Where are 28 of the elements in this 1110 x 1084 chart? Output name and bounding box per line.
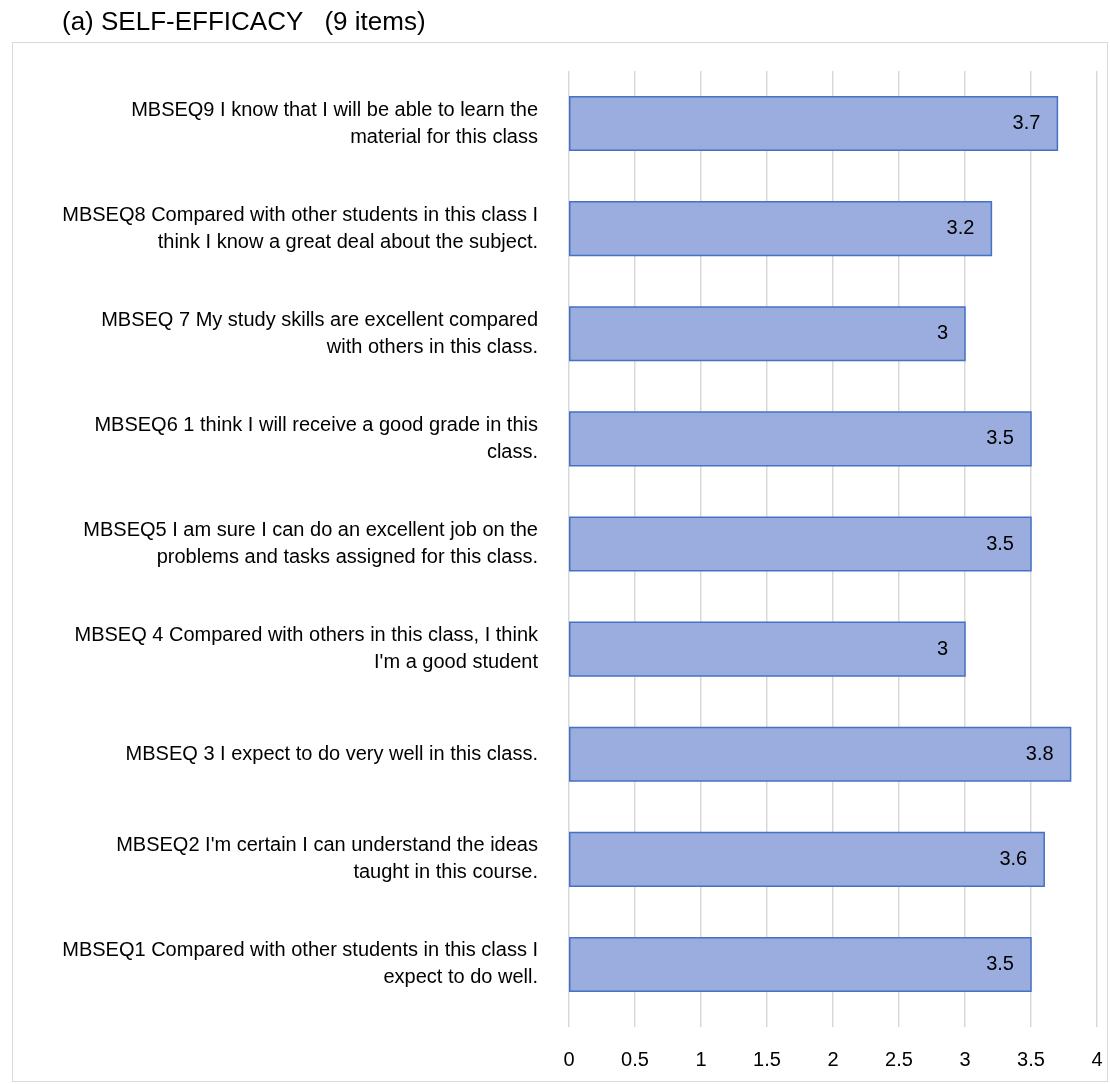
x-tick-label: 2.5 <box>885 1047 913 1070</box>
data-label: 3.6 <box>999 846 1028 869</box>
x-tick-label: 2 <box>827 1047 839 1070</box>
data-label: 3 <box>936 636 948 659</box>
x-tick-label: 1.5 <box>753 1047 781 1070</box>
y-tick-label: MBSEQ 7 My study skills are excellent compared with others in this class. <box>101 307 538 357</box>
data-label: 3.5 <box>986 951 1014 974</box>
data-label: 3.5 <box>986 426 1014 449</box>
y-tick-label: MBSEQ1 Compared with other students in this class I expect to do well. <box>62 938 538 988</box>
x-tick-label: 3.5 <box>1017 1047 1045 1070</box>
y-tick-label: MBSEQ9 I know that I will be able to learn the material for this class <box>131 97 538 147</box>
y-tick-label: MBSEQ 3 I expect to do very well in this class. <box>125 741 538 764</box>
y-tick-label: MBSEQ 4 Compared with others in this class, I think I'm a good student <box>74 623 539 673</box>
y-tick-label: MBSEQ6 1 think I will receive a good grade in this class. <box>94 412 538 462</box>
data-label: 3 <box>936 321 948 344</box>
x-tick-label: 3 <box>959 1047 971 1070</box>
x-tick-label: 1 <box>695 1047 707 1070</box>
y-tick-label: MBSEQ8 Compared with other students in this class I think I know a great deal about the subject. <box>62 202 538 252</box>
x-tick-label: 4 <box>1091 1047 1103 1070</box>
data-label: 3.2 <box>946 216 975 239</box>
y-tick-label: MBSEQ2 I'm certain I can understand the ideas taught in this course. <box>116 833 538 883</box>
data-label: 3.7 <box>1012 111 1041 134</box>
data-label: 3.5 <box>986 531 1014 554</box>
y-tick-label: MBSEQ5 I am sure I can do an excellent job on the problems and tasks assigned for this class. <box>83 518 538 568</box>
data-label: 3.8 <box>1025 741 1054 764</box>
x-tick-label: 0.5 <box>621 1047 649 1070</box>
text: (a) SELF-EFFICACY (9 items) <box>62 5 426 37</box>
x-tick-label: 0 <box>563 1047 575 1070</box>
